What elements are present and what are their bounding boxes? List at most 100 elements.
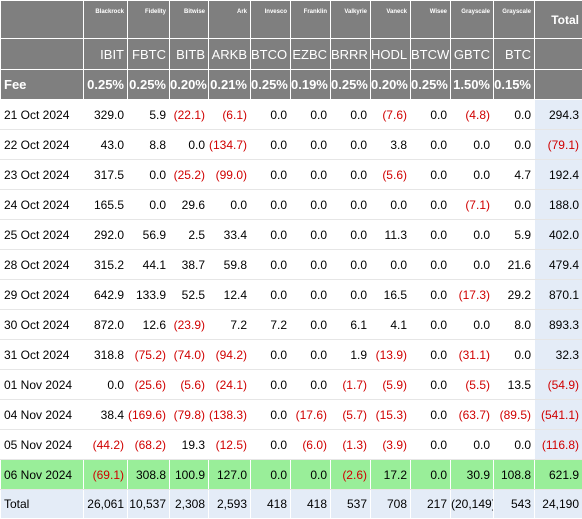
flow-value: 0.0 [291,250,331,280]
flow-value: 5.9 [494,220,535,250]
issuer-label: Grayscale [494,1,535,39]
flow-value: 0.0 [411,190,451,220]
flow-value: (134.7) [209,130,251,160]
row-date: 22 Oct 2024 [1,130,84,160]
ticker-label: BTCW [411,39,451,70]
flow-value: 0.0 [251,400,291,430]
issuer-label: Wisee [411,1,451,39]
flow-value: (138.3) [209,400,251,430]
fee-label: Fee [1,70,84,100]
flow-value: 308.8 [128,460,170,490]
flow-value: (79.8) [170,400,209,430]
flow-value: 11.3 [371,220,411,250]
ticker-label: ARKB [209,39,251,70]
totals-value: (20,149) [451,490,494,519]
flow-value: 0.0 [251,340,291,370]
flow-value: 19.3 [170,430,209,460]
flow-value: 642.9 [84,280,128,310]
ticker-label: EZBC [291,39,331,70]
flow-value: 0.0 [451,130,494,160]
issuer-label: Grayscale [451,1,494,39]
flow-value: (24.1) [209,370,251,400]
row-total: (116.8) [535,430,582,460]
flow-value: 0.0 [451,160,494,190]
ticker-label: IBIT [84,39,128,70]
row-total: 479.4 [535,250,582,280]
fee-value: 0.15% [494,70,535,100]
flow-value: (15.3) [371,400,411,430]
ticker-label: FBTC [128,39,170,70]
flow-value: (22.1) [170,100,209,130]
totals-row: Total 26,061 10,537 2,308 2,593 418 418 … [1,490,582,519]
flow-value: 0.0 [251,370,291,400]
ticker-label: BTCO [251,39,291,70]
flow-value: 56.9 [128,220,170,250]
totals-value: 418 [251,490,291,519]
flow-value: 13.5 [494,370,535,400]
flow-value: 7.2 [209,310,251,340]
totals-value: 543 [494,490,535,519]
corner-cell [1,1,84,39]
flow-value: 38.7 [170,250,209,280]
fee-value: 0.19% [291,70,331,100]
flow-value: 0.0 [411,340,451,370]
flow-value: 1.9 [331,340,371,370]
flow-value: 100.9 [170,460,209,490]
flow-value: 318.8 [84,340,128,370]
totals-value: 708 [371,490,411,519]
flow-value: 0.0 [291,310,331,340]
flow-value: 12.4 [209,280,251,310]
flow-value: 315.2 [84,250,128,280]
fee-value: 0.25% [251,70,291,100]
flow-value: 29.2 [494,280,535,310]
flow-value: 4.7 [494,160,535,190]
row-total: 192.4 [535,160,582,190]
flow-value: (75.2) [128,340,170,370]
row-total: 893.3 [535,310,582,340]
row-date: 06 Nov 2024 [1,460,84,490]
flow-row: 05 Nov 2024(44.2)(68.2)19.3(12.5)0.0(6.0… [1,430,582,460]
issuer-label: Franklin [291,1,331,39]
flow-value: 0.0 [494,340,535,370]
flow-value: 0.0 [331,280,371,310]
flow-value: 0.0 [331,160,371,190]
fee-value: 0.25% [84,70,128,100]
flow-value: 29.6 [170,190,209,220]
row-date: 29 Oct 2024 [1,280,84,310]
flow-value: 0.0 [494,130,535,160]
row-date: 25 Oct 2024 [1,220,84,250]
ticker-header-row: IBIT FBTC BITB ARKB BTCO EZBC BRRR HODL … [1,39,582,70]
flow-value: 0.0 [411,280,451,310]
flow-value: 0.0 [251,460,291,490]
flow-value: 0.0 [411,400,451,430]
flow-value: (68.2) [128,430,170,460]
flow-value: 0.0 [251,430,291,460]
flow-value: 2.5 [170,220,209,250]
flow-value: 16.5 [371,280,411,310]
flow-value: (69.1) [84,460,128,490]
row-date: 28 Oct 2024 [1,250,84,280]
fee-value: 0.21% [209,70,251,100]
flow-value: 8.0 [494,310,535,340]
issuer-label: Ark [209,1,251,39]
total-column-header: Total [535,1,582,39]
flow-value: 0.0 [411,370,451,400]
totals-value: 2,308 [170,490,209,519]
ticker-label: BTC [494,39,535,70]
flow-value: 0.0 [451,430,494,460]
flow-value: 0.0 [170,130,209,160]
totals-value: 537 [331,490,371,519]
flow-value: 0.0 [291,370,331,400]
flow-value: 0.0 [251,190,291,220]
flow-value: 43.0 [84,130,128,160]
flow-value: 0.0 [84,370,128,400]
totals-label: Total [1,490,84,519]
flow-value: 0.0 [251,100,291,130]
